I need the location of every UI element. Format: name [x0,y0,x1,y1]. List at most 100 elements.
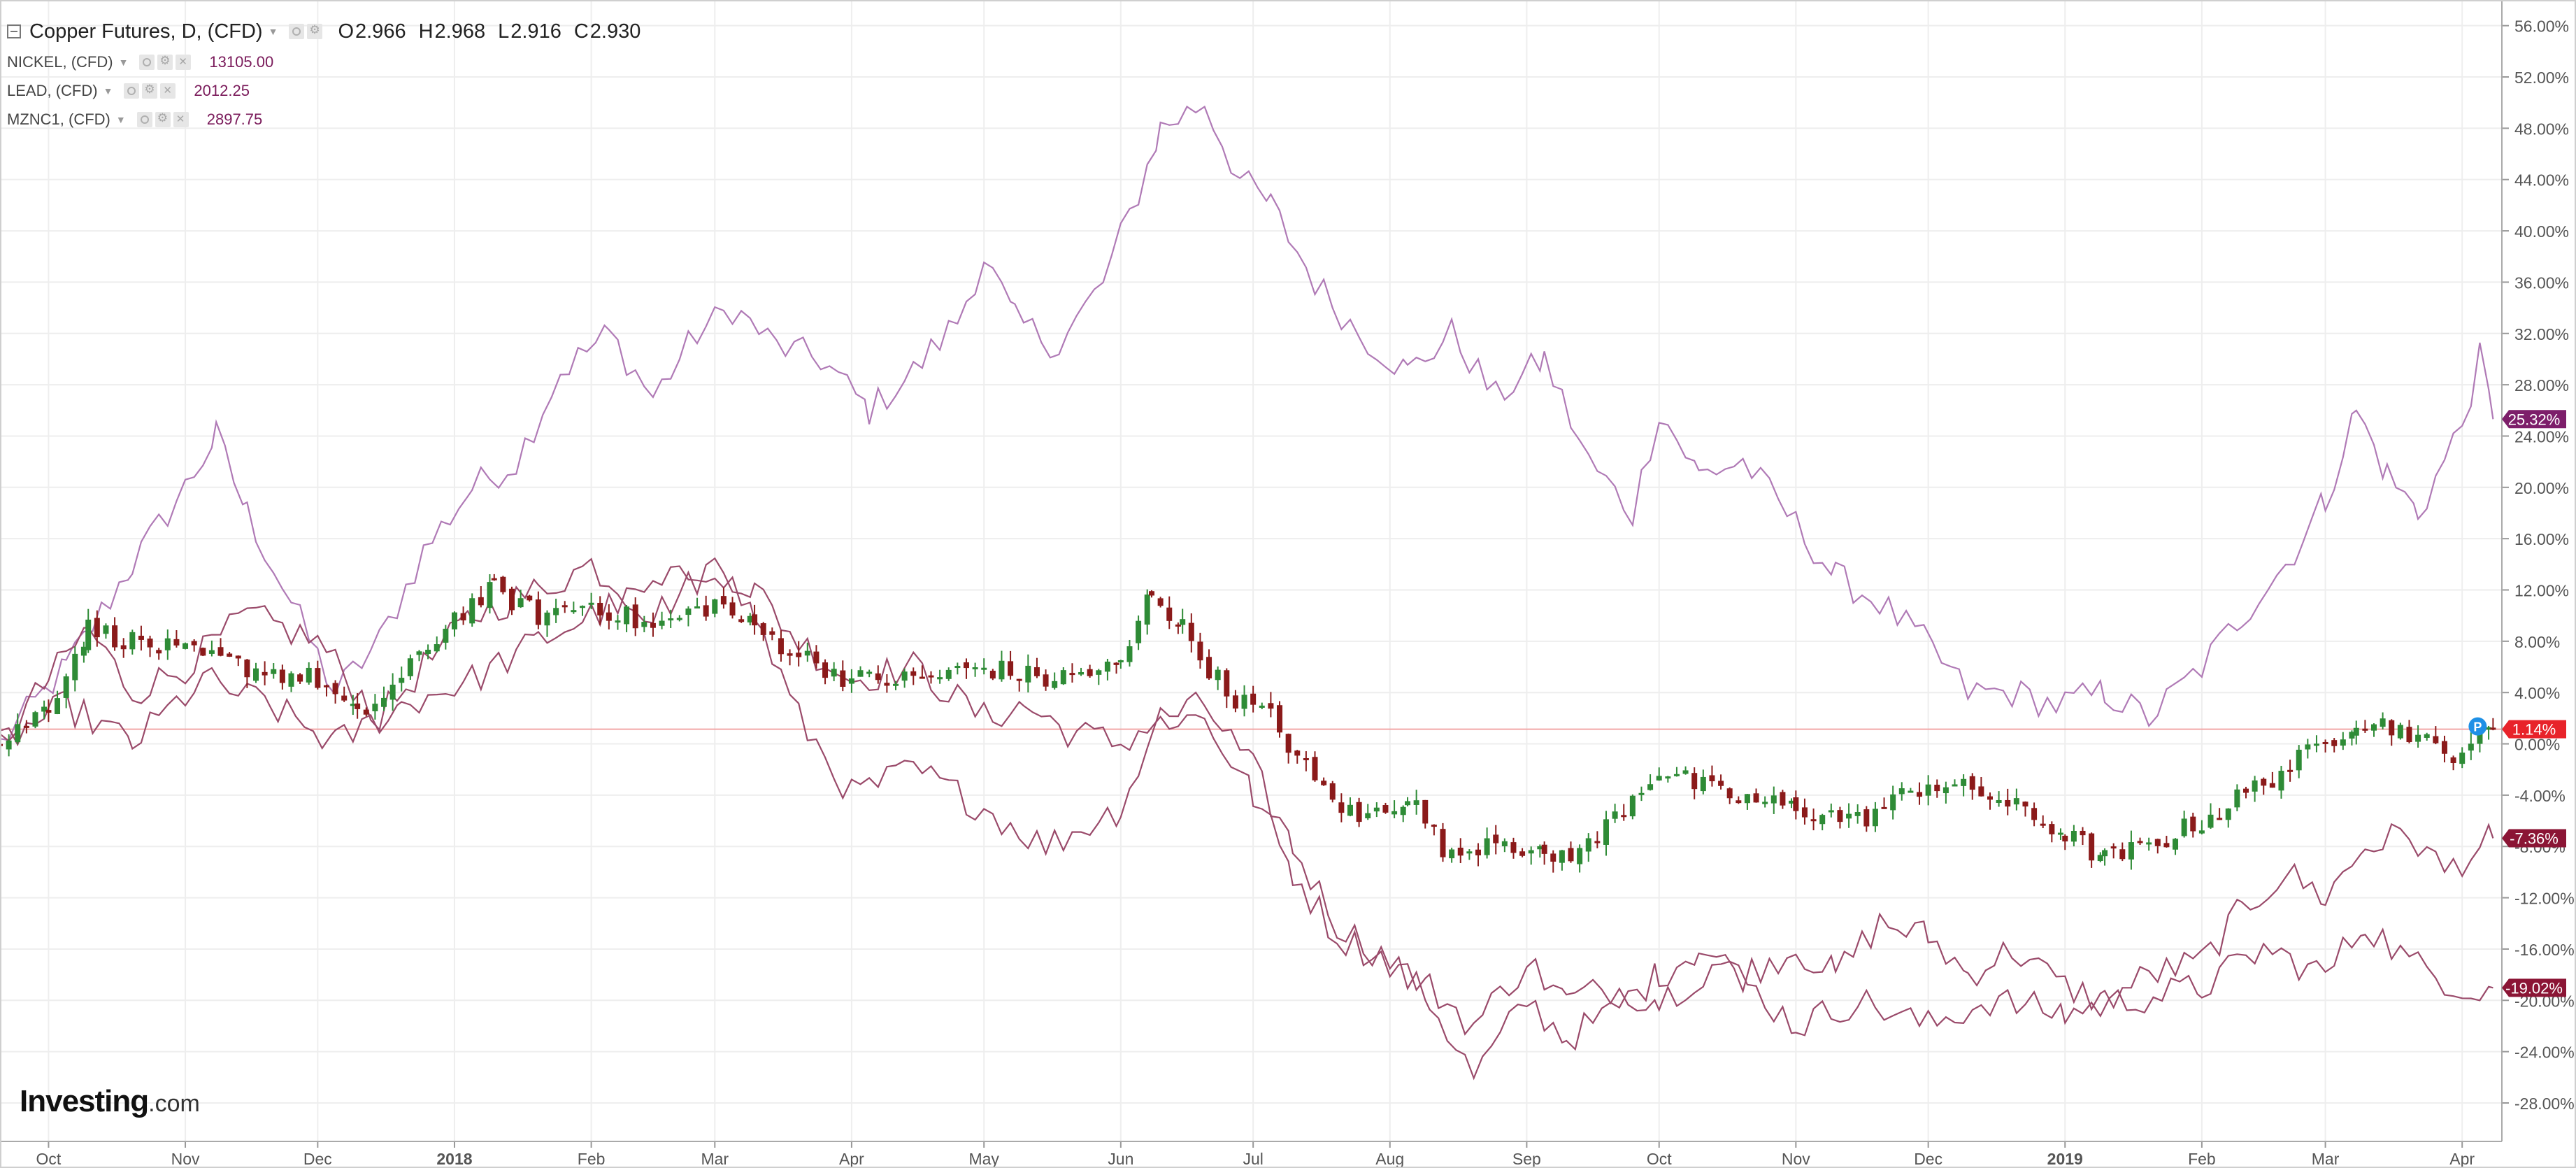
candle [1819,813,1826,831]
candle-body [694,606,701,608]
candle-body [857,670,864,677]
visibility-icon[interactable] [289,24,305,39]
candle [1978,776,1984,797]
candle-body [1206,657,1212,678]
chevron-down-icon[interactable]: ▼ [115,113,126,125]
candle-body [641,622,647,627]
candle-body [668,618,674,621]
y-tick-label: 40.00% [2514,222,2569,241]
candle [2097,852,2103,862]
candle-body [1449,849,1455,859]
x-tick-label: Nov [1782,1150,1810,1168]
chevron-down-icon[interactable]: ▼ [103,85,113,97]
candle [1329,781,1336,803]
candle [45,699,52,722]
candle [1709,765,1715,787]
candle-body [615,620,621,623]
main-series-legend: Copper Futures, D, (CFD) ▼ O2.966 H2.968… [7,15,641,48]
candle [2137,837,2143,846]
candle-body [235,655,241,659]
candle [1016,678,1022,692]
candle [1382,802,1389,814]
candle-body [624,606,630,625]
candle-body [2296,749,2302,771]
candle [451,611,457,637]
candle [381,686,387,711]
candle-body [928,675,934,678]
close-icon[interactable] [176,54,192,70]
candle [1810,809,1817,831]
candle [1069,663,1075,683]
candle [1466,849,1473,860]
candle-body [1519,851,1526,856]
gear-icon[interactable] [307,23,323,39]
candle-body [306,667,312,683]
candle-body [156,650,162,654]
gear-icon[interactable] [157,54,173,70]
candle-body [1382,805,1389,813]
candle-body [183,643,189,649]
gear-icon[interactable] [155,111,171,127]
candle [1691,767,1698,799]
visibility-icon[interactable] [124,83,140,99]
candle-body [1801,807,1808,818]
candle-body [500,576,506,592]
candle-body [2362,728,2368,731]
candle [399,667,405,692]
candle [884,674,890,693]
candle [1166,596,1173,629]
candle [2062,834,2068,850]
high-value: 2.968 [434,20,486,43]
collapse-toggle-icon[interactable] [7,24,21,38]
visibility-icon[interactable] [136,111,152,127]
candle-body [1925,784,1931,796]
candle [1321,777,1327,786]
close-icon[interactable] [173,111,189,127]
candle [919,665,925,679]
chevron-down-icon[interactable]: ▼ [118,56,129,68]
candle-body [1391,811,1398,815]
candle [615,615,621,630]
candle [315,660,321,690]
y-tick-label: 16.00% [2514,530,2569,548]
visibility-icon[interactable] [139,54,155,70]
candle-body [72,653,78,681]
y-tick-label: -4.00% [2514,787,2566,805]
candle [1144,589,1150,635]
candle [822,659,829,685]
candle-body [1033,667,1040,676]
candle-body [901,671,908,681]
candle [1117,660,1124,669]
candle-body [1603,819,1609,845]
candle-body [491,578,497,581]
candle-body [1224,670,1230,697]
candle [1863,806,1870,832]
candle-body [1104,662,1110,672]
candle [407,654,413,680]
close-icon[interactable] [160,83,176,99]
candle [2278,765,2284,799]
candle [2005,788,2011,816]
candle [1987,792,1993,810]
candle [1008,650,1014,680]
candle [1457,838,1464,864]
candle-body [2349,732,2355,739]
candle-body [381,697,387,707]
candle-body [1854,811,1861,816]
candle-body [363,709,369,715]
logo-suffix: .com [148,1090,200,1117]
candle [2362,720,2368,733]
chevron-down-icon[interactable]: ▼ [268,26,278,37]
y-tick-label: 28.00% [2514,376,2569,394]
candle-body [1559,850,1565,863]
candle [469,593,475,627]
badge-label: 1.14% [2512,721,2556,739]
p-marker-icon[interactable]: P [2468,717,2487,736]
candle-body [659,620,665,626]
gear-icon[interactable] [142,83,158,99]
candle-body [712,599,718,614]
candle [981,658,987,675]
candle-body [1828,810,1834,813]
